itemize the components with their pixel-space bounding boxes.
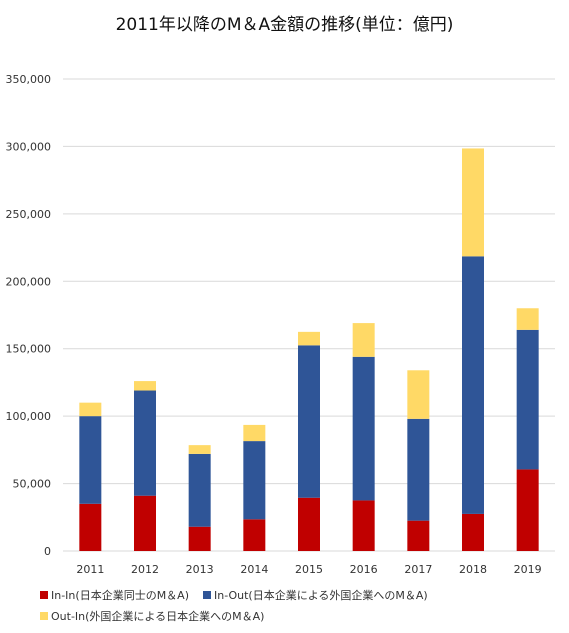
y-tick-label: 150,000	[6, 343, 52, 356]
x-tick-label: 2018	[459, 563, 487, 576]
bar-segment	[188, 445, 211, 454]
bar-segment	[188, 526, 211, 551]
bar-segment	[516, 308, 539, 330]
bar-segment	[298, 331, 320, 346]
bar-segment	[516, 469, 539, 551]
bar-segment	[407, 418, 430, 521]
bar-segment	[462, 513, 484, 551]
legend-item: In-In(日本企業同士のM＆A)	[40, 587, 189, 603]
bar-segment	[407, 370, 430, 419]
bar-segment	[188, 453, 211, 527]
bar-segment	[243, 424, 266, 442]
bar-segment	[134, 381, 156, 391]
x-tick-label: 2014	[240, 563, 268, 576]
x-tick-label: 2016	[350, 563, 378, 576]
y-tick-label: 350,000	[6, 73, 52, 86]
bar-segment	[298, 497, 320, 551]
bar-segment	[79, 503, 102, 551]
legend-item: In-Out(日本企業による外国企業へのM＆A)	[203, 587, 428, 603]
x-tick-label: 2012	[131, 563, 159, 576]
legend-continued: Out-In(外国企業による日本企業へのM＆A)	[40, 608, 278, 624]
bar-segment	[243, 519, 266, 551]
legend-label: In-In(日本企業同士のM＆A)	[51, 589, 189, 602]
y-tick-label: 50,000	[13, 478, 52, 491]
chart-title: 2011年以降のM＆A金額の推移(単位：億円)	[115, 15, 454, 35]
bar-segment	[298, 345, 320, 498]
bar-segment	[134, 390, 156, 496]
bar-segment	[462, 256, 484, 514]
bar-segment	[516, 329, 539, 470]
x-tick-label: 2019	[514, 563, 542, 576]
bars	[79, 148, 539, 551]
bar-segment	[134, 495, 156, 551]
bar-segment	[352, 500, 375, 551]
legend-item: Out-In(外国企業による日本企業へのM＆A)	[40, 608, 264, 624]
x-tick-label: 2013	[186, 563, 214, 576]
legend-label: In-Out(日本企業による外国企業へのM＆A)	[214, 589, 428, 602]
x-tick-label: 2017	[404, 563, 432, 576]
y-tick-label: 200,000	[6, 275, 52, 288]
y-axis-ticks: 0 50,000 100,000 150,000 200,000 250,000 300,0…	[6, 73, 52, 558]
legend: In-In(日本企業同士のM＆A) In-Out(日本企業による外国企業へのM＆A…	[40, 587, 442, 603]
bar-segment	[243, 441, 266, 520]
legend-swatch	[40, 591, 48, 599]
legend-swatch	[40, 612, 48, 620]
legend-swatch	[203, 591, 211, 599]
x-tick-label: 2011	[76, 563, 104, 576]
bar-segment	[79, 416, 102, 504]
bar-segment	[407, 520, 430, 551]
bar-segment	[462, 148, 484, 257]
legend-label: Out-In(外国企業による日本企業へのM＆A)	[51, 610, 265, 623]
y-tick-label: 300,000	[6, 140, 52, 153]
x-tick-label: 2015	[295, 563, 323, 576]
y-tick-label: 250,000	[6, 208, 52, 221]
bar-segment	[352, 356, 375, 501]
bar-segment	[352, 323, 375, 357]
y-tick-label: 0	[44, 545, 51, 558]
bar-segment	[79, 402, 102, 417]
x-axis-ticks: 2011 2012 2013 2014 2015 2016 2017 2018 2019	[76, 563, 541, 576]
y-tick-label: 100,000	[6, 410, 52, 423]
